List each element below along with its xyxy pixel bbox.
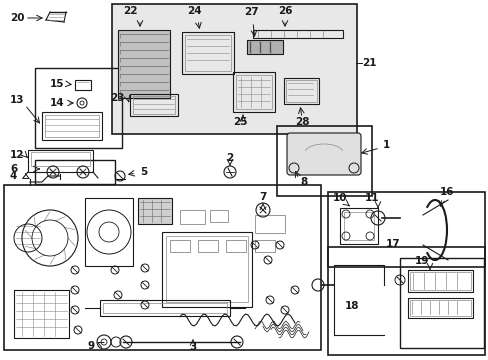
Text: 1: 1	[382, 140, 389, 150]
Bar	[14, 290, 69, 338]
Text: 7: 7	[259, 192, 266, 202]
Text: 15: 15	[50, 79, 64, 89]
Bar	[339, 208, 377, 244]
Text: 22: 22	[122, 6, 137, 16]
Bar	[170, 240, 190, 252]
Bar	[28, 150, 93, 172]
Bar	[225, 240, 245, 252]
Bar	[100, 300, 229, 316]
Bar	[112, 4, 356, 134]
Bar	[35, 160, 115, 184]
Text: 28: 28	[294, 117, 308, 127]
Text: 17: 17	[385, 239, 400, 249]
Bar	[31, 152, 90, 166]
Text: 4: 4	[10, 171, 18, 181]
Bar	[133, 96, 175, 114]
Text: 3: 3	[189, 342, 196, 352]
Bar	[343, 212, 373, 240]
Bar	[254, 240, 274, 252]
Bar	[236, 75, 271, 109]
Bar	[407, 270, 472, 292]
Text: 9: 9	[88, 341, 95, 351]
Bar	[327, 247, 484, 355]
Bar	[85, 198, 133, 266]
Bar	[118, 30, 170, 98]
Text: 26: 26	[277, 6, 292, 16]
Text: 8: 8	[299, 177, 306, 187]
Bar	[4, 185, 320, 350]
Bar	[165, 236, 247, 302]
Bar	[162, 232, 251, 307]
Text: 11: 11	[364, 193, 379, 203]
Text: 12: 12	[10, 150, 24, 160]
Bar	[180, 210, 204, 224]
Bar	[407, 298, 472, 318]
Text: 2: 2	[226, 153, 233, 163]
Bar	[182, 32, 234, 74]
Text: 5: 5	[140, 167, 147, 177]
Bar	[75, 80, 91, 90]
FancyBboxPatch shape	[286, 133, 360, 175]
Text: 18: 18	[344, 301, 359, 311]
Bar	[409, 300, 470, 316]
Text: 27: 27	[243, 7, 258, 17]
Bar	[209, 210, 227, 222]
Text: 21: 21	[361, 58, 376, 68]
Bar	[35, 68, 122, 148]
Bar	[45, 115, 99, 137]
Bar	[103, 303, 226, 313]
Text: 13: 13	[10, 95, 24, 105]
Bar	[42, 112, 102, 140]
Bar	[284, 78, 318, 104]
Text: 14: 14	[50, 98, 64, 108]
Bar	[327, 192, 484, 267]
Bar	[409, 272, 470, 290]
Bar	[198, 240, 218, 252]
Bar	[254, 215, 285, 233]
Text: 16: 16	[439, 187, 453, 197]
Bar	[138, 198, 172, 224]
Bar	[130, 94, 178, 116]
Bar	[399, 258, 483, 348]
Text: 24: 24	[186, 6, 201, 16]
Bar	[276, 126, 371, 196]
Bar	[232, 72, 274, 112]
Text: 10: 10	[332, 193, 346, 203]
Bar	[184, 35, 230, 71]
Text: 25: 25	[232, 117, 247, 127]
Text: 20: 20	[10, 13, 24, 23]
Bar	[246, 40, 283, 54]
Text: 6: 6	[10, 164, 17, 174]
Text: 23: 23	[110, 93, 124, 103]
Bar	[285, 80, 316, 102]
Text: 19: 19	[414, 256, 428, 266]
Bar	[252, 30, 342, 38]
